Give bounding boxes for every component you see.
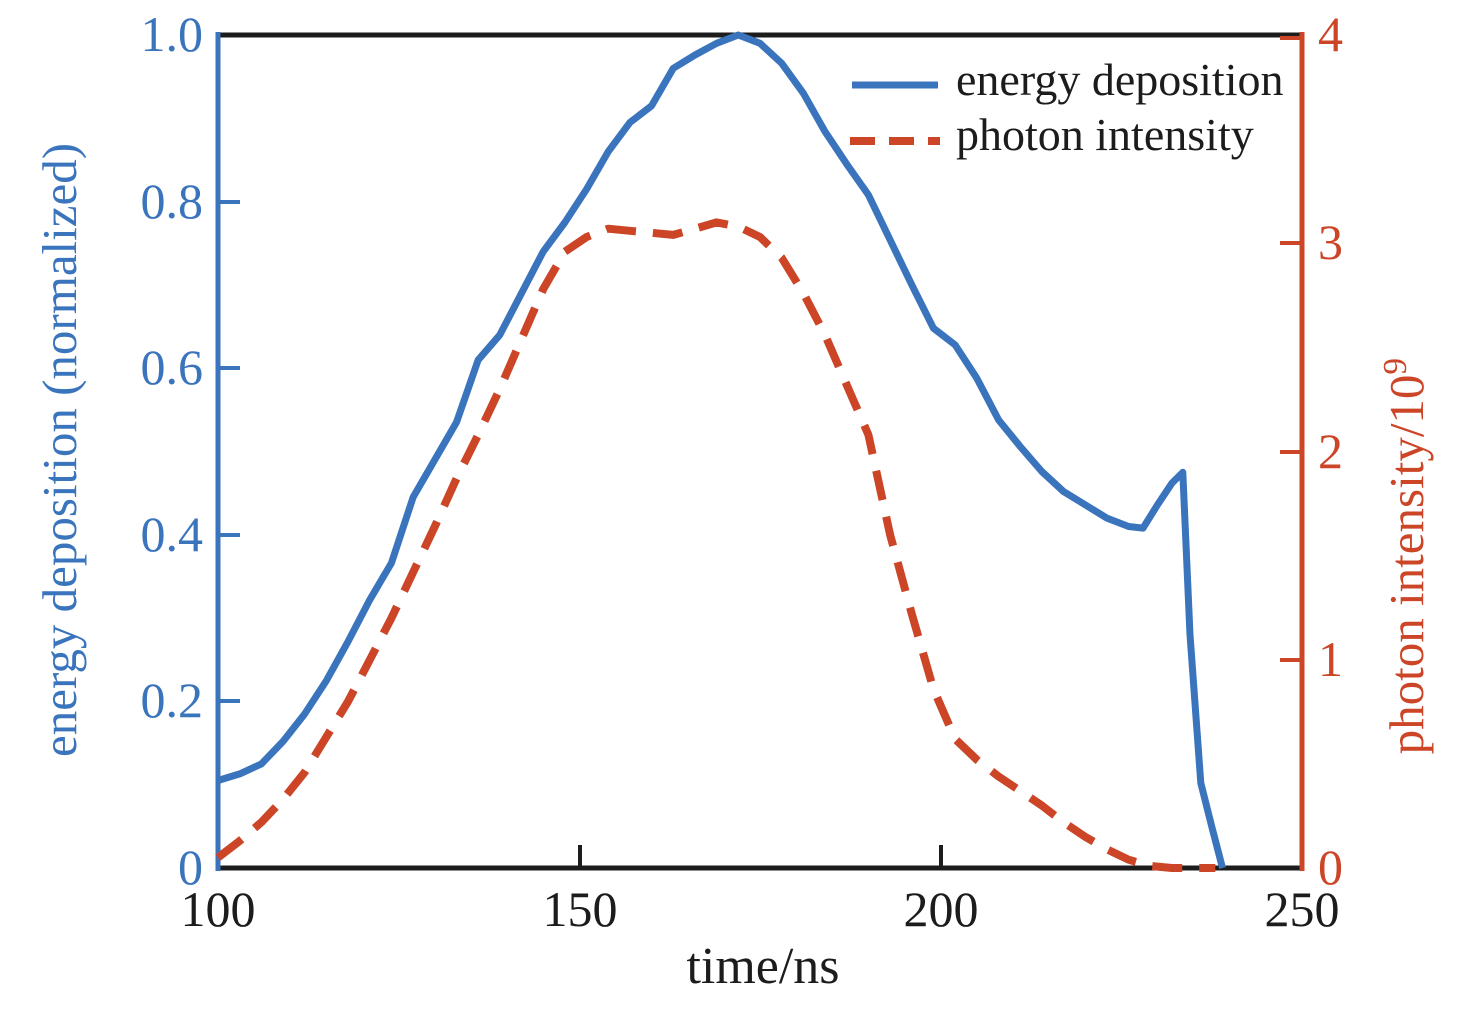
x-tick-label: 250 [1264, 881, 1340, 937]
series-line-energy-deposition [216, 31, 1226, 869]
right-axis-title: photon intensity/109 [1376, 271, 1435, 841]
left-tick-label: 0.2 [140, 672, 204, 728]
x-tick-label: 200 [903, 881, 979, 937]
left-axis-title: energy deposition (normalized) [32, 142, 88, 758]
left-tick-label: 0.8 [140, 173, 204, 229]
left-tick-label: 0.6 [140, 339, 204, 395]
right-tick-label: 0 [1318, 839, 1343, 895]
left-tick-label: 1.0 [140, 6, 204, 62]
right-axis-title-exponent: 9 [1376, 357, 1414, 375]
right-tick-label: 3 [1318, 214, 1343, 270]
right-axis-title-base: photon intensity/10 [1379, 374, 1435, 755]
right-tick-label: 2 [1318, 423, 1343, 479]
legend-label-photon-intensity: photon intensity [956, 109, 1254, 160]
x-axis-title: time/ns [686, 938, 840, 995]
right-tick-label: 1 [1318, 631, 1343, 687]
x-tick-label: 150 [542, 881, 618, 937]
series-curves [215, 31, 1226, 872]
x-tick-label: 100 [180, 881, 256, 937]
series-line-photon-intensity [215, 218, 1216, 872]
legend-label-energy-deposition: energy deposition [956, 54, 1284, 105]
left-tick-label: 0.4 [140, 506, 204, 562]
right-tick-label: 4 [1318, 6, 1343, 62]
left-tick-label: 0 [178, 839, 203, 895]
